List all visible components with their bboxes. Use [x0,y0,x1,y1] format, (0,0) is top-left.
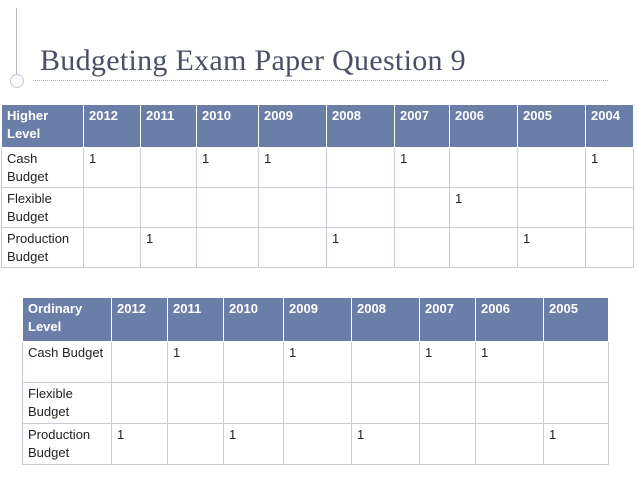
year-header-2011: 2011 [140,104,197,148]
year-count-cell [258,227,327,268]
year-count-cell [394,187,450,228]
year-count-cell [394,227,450,268]
year-header-2010: 2010 [196,104,259,148]
year-count-cell [449,147,518,188]
year-count-cell [585,227,634,268]
year-count-cell [543,341,609,383]
budget-type-cell: Cash Budget [1,147,84,188]
year-count-cell: 1 [419,341,476,383]
year-count-cell [419,423,476,465]
year-count-cell [517,187,586,228]
year-header-2007: 2007 [394,104,450,148]
table-row: Flexible Budget 1 [1,187,634,228]
year-header-2012: 2012 [83,104,141,148]
left-accent-rule [16,8,17,76]
year-count-cell: 1 [223,423,284,465]
year-count-cell [351,341,420,383]
year-count-cell [111,341,168,383]
year-count-cell [475,382,544,424]
ordinary-level-table: Ordinary Level 2012 2011 2010 2009 2008 2007 20… [22,297,609,465]
level-header-cell: Ordinary Level [22,297,112,342]
year-count-cell: 1 [196,147,259,188]
year-count-cell: 1 [475,341,544,383]
year-header-2012: 2012 [111,297,168,342]
slide-title: Budgeting Exam Paper Question 9 [40,44,466,77]
year-count-cell [326,147,395,188]
year-count-cell: 1 [449,187,518,228]
year-count-cell [419,382,476,424]
year-count-cell: 1 [140,227,197,268]
year-count-cell: 1 [585,147,634,188]
year-header-2006: 2006 [475,297,544,342]
year-header-2005: 2005 [543,297,609,342]
year-header-2010: 2010 [223,297,284,342]
year-count-cell: 1 [258,147,327,188]
year-count-cell: 1 [111,423,168,465]
budget-type-cell: Production Budget [1,227,84,268]
year-header-2009: 2009 [283,297,352,342]
title-divider-dot [10,74,24,88]
table-header-row: Ordinary Level 2012 2011 2010 2009 2008 2007 20… [22,297,609,342]
year-count-cell [196,187,259,228]
year-header-2008: 2008 [326,104,395,148]
year-count-cell [258,187,327,228]
year-count-cell [449,227,518,268]
year-count-cell [351,382,420,424]
year-count-cell [167,423,224,465]
year-count-cell: 1 [543,423,609,465]
year-count-cell: 1 [167,341,224,383]
year-count-cell [326,187,395,228]
year-count-cell: 1 [394,147,450,188]
table-row: Cash Budget 1 1 1 1 1 [1,147,634,188]
year-count-cell: 1 [326,227,395,268]
year-count-cell [283,423,352,465]
year-count-cell [585,187,634,228]
budget-type-cell: Cash Budget [22,341,112,383]
year-header-2009: 2009 [258,104,327,148]
year-header-2004: 2004 [585,104,634,148]
year-count-cell [223,341,284,383]
year-count-cell [140,147,197,188]
year-count-cell [140,187,197,228]
year-count-cell [223,382,284,424]
year-count-cell [517,147,586,188]
year-count-cell [83,187,141,228]
budget-type-cell: Flexible Budget [1,187,84,228]
year-header-2008: 2008 [351,297,420,342]
level-header-cell: Higher Level [1,104,84,148]
table-row: Production Budget 1 1 1 [1,227,634,268]
year-count-cell [283,382,352,424]
table-row: Production Budget 1 1 1 1 [22,423,609,465]
higher-level-table: Higher Level 2012 2011 2010 2009 2008 2007 2006… [1,104,634,268]
year-count-cell: 1 [283,341,352,383]
year-count-cell [475,423,544,465]
year-count-cell [111,382,168,424]
year-header-2006: 2006 [449,104,518,148]
year-count-cell [196,227,259,268]
year-count-cell [167,382,224,424]
table-row: Flexible Budget [22,382,609,424]
budget-type-cell: Flexible Budget [22,382,112,424]
year-count-cell [543,382,609,424]
title-divider [33,80,608,81]
budget-type-cell: Production Budget [22,423,112,465]
table-row: Cash Budget 1 1 1 1 [22,341,609,383]
year-count-cell: 1 [83,147,141,188]
year-header-2011: 2011 [167,297,224,342]
year-header-2005: 2005 [517,104,586,148]
table-header-row: Higher Level 2012 2011 2010 2009 2008 2007 2006… [1,104,634,148]
year-count-cell: 1 [517,227,586,268]
year-header-2007: 2007 [419,297,476,342]
year-count-cell: 1 [351,423,420,465]
year-count-cell [83,227,141,268]
